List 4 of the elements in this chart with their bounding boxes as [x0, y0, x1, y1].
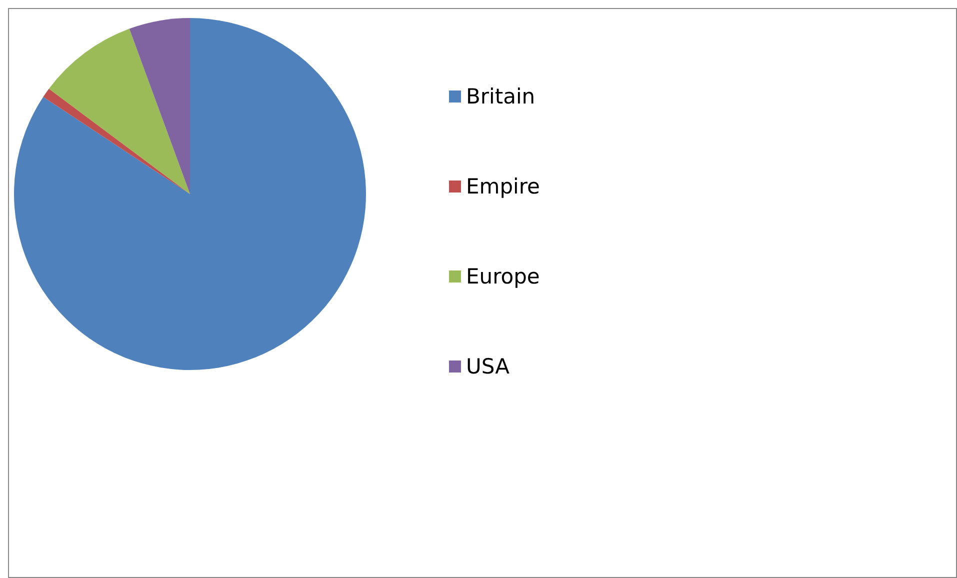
legend-label: Britain [466, 84, 536, 108]
legend-label: Empire [466, 174, 540, 198]
legend-label: Europe [466, 264, 540, 288]
legend-label: USA [466, 354, 510, 378]
